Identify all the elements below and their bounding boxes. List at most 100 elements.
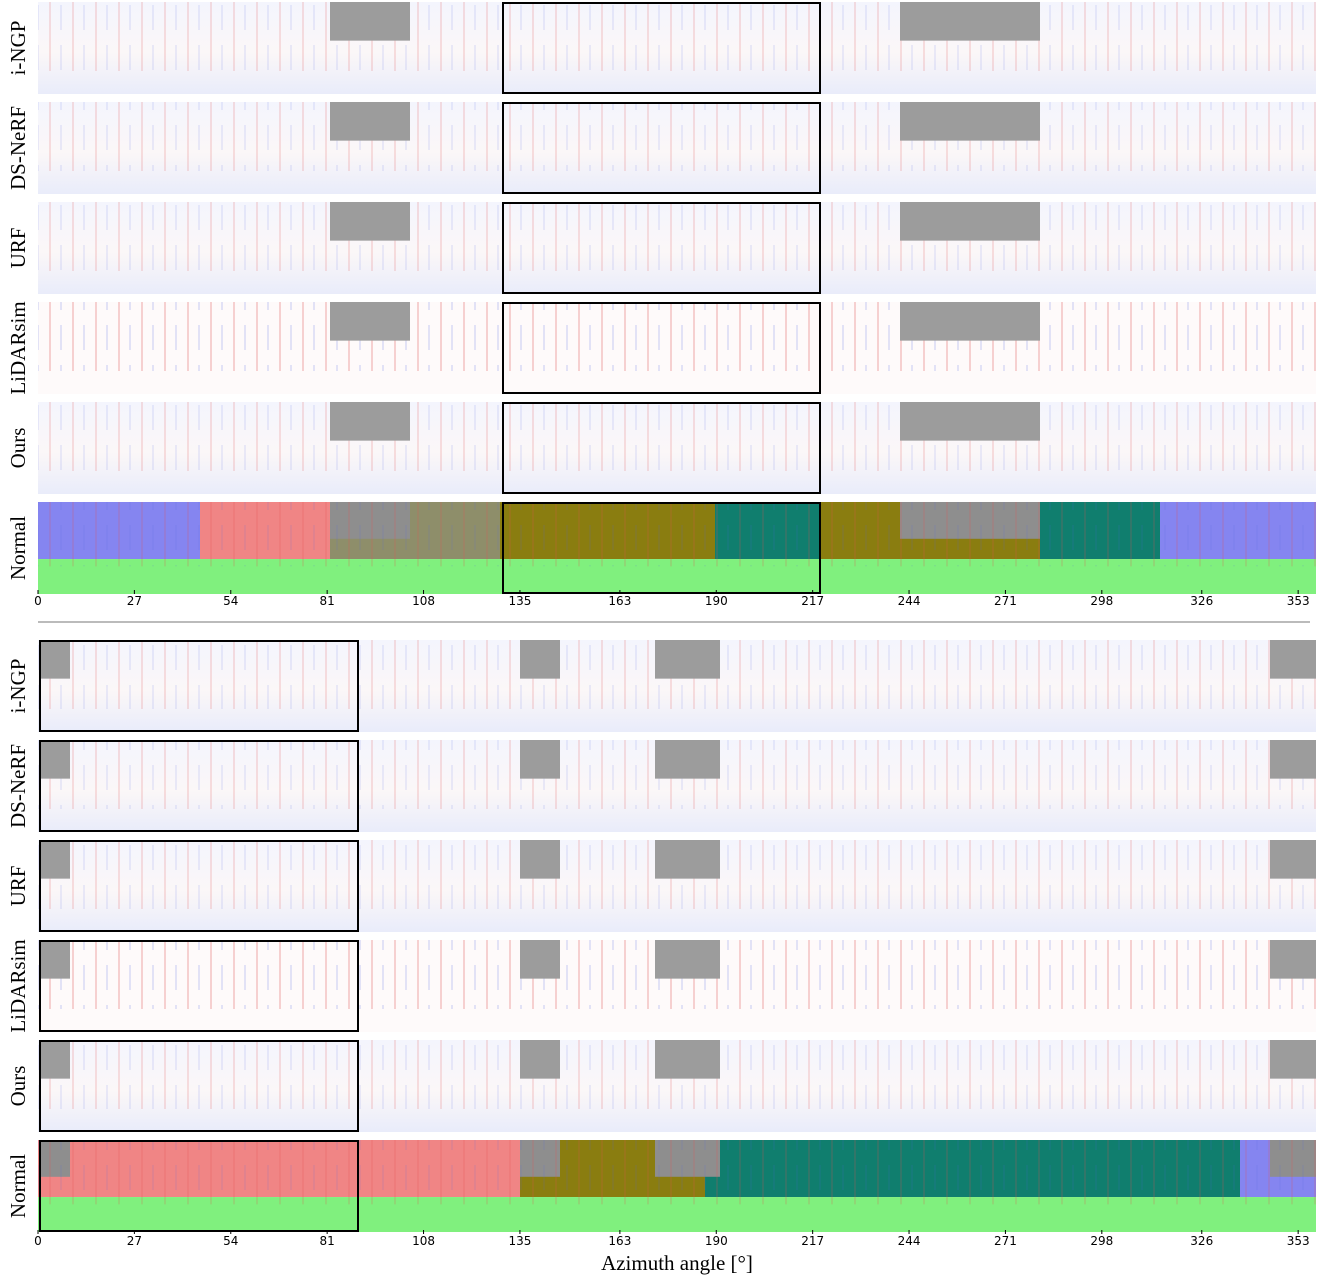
image-row: [38, 202, 1316, 294]
x-tick-label: 298: [1090, 594, 1113, 608]
sky-region: [40, 740, 70, 779]
sky-region: [1270, 740, 1316, 779]
sky-region: [1270, 1040, 1316, 1079]
x-tick-label: 0: [34, 1234, 42, 1248]
x-tick-label: 190: [705, 1234, 728, 1248]
sky-region: [655, 640, 720, 679]
row-label: LiDARsim: [6, 939, 30, 1032]
highlight-box: [502, 102, 821, 194]
highlight-box: [502, 502, 821, 594]
edge-texture: [38, 1140, 1316, 1205]
highlight-box: [502, 202, 821, 294]
sky-region: [900, 102, 1040, 141]
x-tick-label: 244: [898, 1234, 921, 1248]
x-tick-label: 27: [127, 1234, 142, 1248]
sky-region: [40, 840, 70, 879]
sky-region: [520, 840, 560, 879]
x-axis-label: Azimuth angle [°]: [601, 1251, 753, 1275]
x-tick-label: 27: [127, 594, 142, 608]
row-label: i-NGP: [6, 21, 30, 76]
image-row: [38, 2, 1316, 94]
image-row: [38, 302, 1316, 394]
x-tick-label: 0: [34, 594, 42, 608]
sky-region: [1270, 940, 1316, 979]
highlight-box: [39, 840, 359, 932]
sky-region: [655, 740, 720, 779]
x-tick-label: 54: [223, 594, 238, 608]
row-label: Normal: [6, 1154, 30, 1218]
sky-region: [520, 1040, 560, 1079]
row-label: DS-NeRF: [6, 744, 30, 828]
sky-region: [900, 202, 1040, 241]
x-tick-label: 353: [1287, 594, 1310, 608]
x-tick-label: 271: [994, 594, 1017, 608]
sky-region: [655, 840, 720, 879]
sky-region: [655, 940, 720, 979]
row-label: URF: [6, 228, 30, 269]
row-label: Ours: [6, 1066, 30, 1107]
x-tick-label: 81: [320, 594, 335, 608]
sky-region: [1270, 840, 1316, 879]
row-label: LiDARsim: [6, 301, 30, 394]
x-tick-label: 217: [801, 594, 824, 608]
highlight-box: [502, 302, 821, 394]
image-row: [38, 940, 1316, 1032]
x-tick-label: 163: [608, 1234, 631, 1248]
highlight-box: [39, 740, 359, 832]
image-row: [38, 640, 1316, 732]
sky-region: [900, 302, 1040, 341]
image-row: [38, 1140, 1316, 1232]
x-tick-label: 244: [898, 594, 921, 608]
image-row: [38, 102, 1316, 194]
x-tick-label: 54: [223, 1234, 238, 1248]
sky-region: [330, 102, 410, 141]
x-tick-label: 190: [705, 594, 728, 608]
x-tick-label: 353: [1287, 1234, 1310, 1248]
edge-texture: [38, 202, 1316, 271]
sky-region: [655, 1040, 720, 1079]
x-tick-label: 108: [412, 1234, 435, 1248]
row-label: i-NGP: [6, 659, 30, 714]
image-row: [38, 740, 1316, 832]
highlight-box: [502, 2, 821, 94]
x-tick-label: 326: [1190, 1234, 1213, 1248]
row-label: Ours: [6, 428, 30, 469]
x-tick-label: 271: [994, 1234, 1017, 1248]
sky-region: [520, 740, 560, 779]
sky-region: [330, 402, 410, 441]
sky-region: [330, 202, 410, 241]
image-row: [38, 502, 1316, 594]
x-tick-label: 135: [508, 1234, 531, 1248]
edge-texture: [38, 502, 1316, 567]
row-label: URF: [6, 866, 30, 907]
highlight-box: [502, 402, 821, 494]
x-tick-label: 217: [801, 1234, 824, 1248]
sky-region: [520, 640, 560, 679]
sky-region: [900, 2, 1040, 41]
sky-region: [520, 940, 560, 979]
edge-texture: [38, 302, 1316, 371]
image-row: [38, 1040, 1316, 1132]
panel: i-NGP DS-NeRF URF LiDARsim Ours Normal 0 27 54 81…: [6, 640, 1316, 1275]
sky-region: [330, 302, 410, 341]
edge-texture: [38, 102, 1316, 171]
edge-texture: [38, 402, 1316, 471]
highlight-box: [39, 940, 359, 1032]
x-tick-label: 108: [412, 594, 435, 608]
image-row: [38, 402, 1316, 494]
highlight-box: [39, 640, 359, 732]
panel: i-NGP DS-NeRF URF LiDARsim Ours Normal 0 27 54 81…: [6, 2, 1316, 608]
highlight-box: [39, 1140, 359, 1232]
x-tick-label: 298: [1090, 1234, 1113, 1248]
edge-texture: [38, 2, 1316, 71]
x-tick-label: 81: [320, 1234, 335, 1248]
sky-region: [1270, 640, 1316, 679]
sky-region: [40, 640, 70, 679]
x-tick-label: 326: [1190, 594, 1213, 608]
x-tick-label: 163: [608, 594, 631, 608]
x-tick-label: 135: [508, 594, 531, 608]
image-row: [38, 840, 1316, 932]
row-label: Normal: [6, 516, 30, 580]
sky-region: [330, 2, 410, 41]
